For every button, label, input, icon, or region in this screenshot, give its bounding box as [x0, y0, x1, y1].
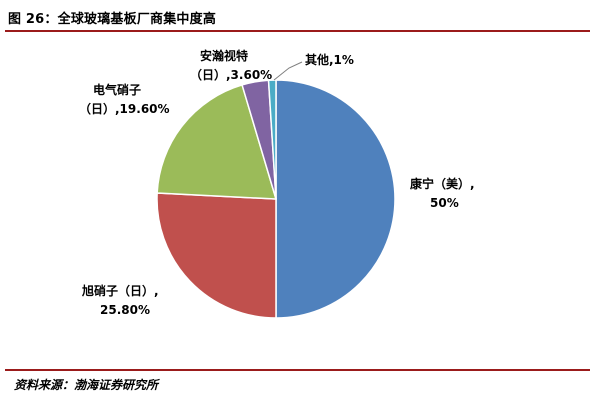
slice-label-line: 50%: [430, 196, 459, 210]
slice-label-3: 电气硝子 （日）,19.60%: [79, 82, 170, 116]
figure-title: 图 26：全球玻璃基板厂商集中度高: [8, 12, 217, 27]
slice-label-line: 安瀚视特: [200, 48, 248, 63]
slice-label-line: （日）,3.60%: [190, 67, 272, 82]
slice-label-2: 旭硝子（日）, 25.80%: [81, 283, 159, 317]
pie-slice-5: [267, 79, 277, 200]
leader-lines: [273, 61, 303, 81]
slice-label-4: 安瀚视特 （日）,3.60%: [190, 48, 272, 82]
pie-slices: [156, 79, 396, 319]
slice-label-1: 康宁（美）, 50%: [410, 176, 475, 210]
pie-slice-2: [156, 192, 277, 319]
source-note: 资料来源：渤海证券研究所: [14, 378, 159, 392]
slice-label-line: 旭硝子（日）,: [81, 283, 159, 298]
slice-label-line: 其他,1%: [305, 52, 354, 67]
pie-slice-1: [275, 79, 396, 319]
pie-slice-3: [156, 84, 278, 200]
title-divider: [5, 30, 590, 32]
slice-label-line: 电气硝子: [93, 82, 141, 97]
leader-line-5: [273, 61, 303, 81]
slice-labels: 康宁（美）, 50% 旭硝子（日）, 25.80% 电气硝子 （日）,19.60% 安瀚视特…: [79, 48, 475, 317]
slice-label-line: （日）,19.60%: [79, 101, 170, 116]
slice-label-5: 其他,1%: [305, 52, 354, 67]
slice-label-line: 25.80%: [100, 303, 150, 317]
source-divider: [5, 369, 590, 371]
slice-label-line: 康宁（美）,: [410, 176, 475, 191]
